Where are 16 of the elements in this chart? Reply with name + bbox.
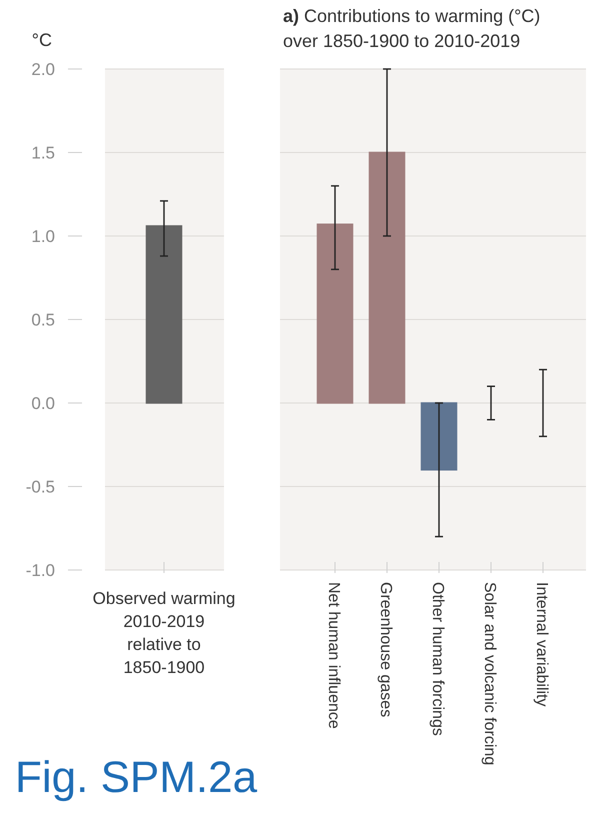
y-axis-title: °C bbox=[32, 30, 52, 50]
x-tick-label: Internal variability bbox=[533, 582, 550, 706]
x-tick-label: Other human forcings bbox=[429, 582, 446, 736]
text: Fig. SPM.2a bbox=[15, 753, 258, 802]
y-tick-label: -0.5 bbox=[26, 477, 55, 496]
chart-title: a) Contributions to warming (°C) over 1850-1900 to 2010-2019 bbox=[283, 6, 540, 51]
y-tick-label: 1.5 bbox=[31, 143, 55, 162]
y-tick-label: 0.0 bbox=[31, 394, 55, 413]
x-tick-label: Greenhouse gases bbox=[377, 582, 394, 718]
x-tick-label: Net human influence bbox=[325, 582, 342, 729]
x-tick-label: Solar and volcanic forcing bbox=[481, 582, 498, 766]
y-tick-label: -1.0 bbox=[26, 560, 55, 580]
x-tick-label: Observed warming 2010-2019 relative to 1850-1900 bbox=[92, 589, 236, 677]
y-tick-label: 1.0 bbox=[31, 226, 55, 246]
y-tick-label: 2.0 bbox=[31, 60, 55, 79]
y-tick-label: 0.5 bbox=[31, 310, 55, 330]
